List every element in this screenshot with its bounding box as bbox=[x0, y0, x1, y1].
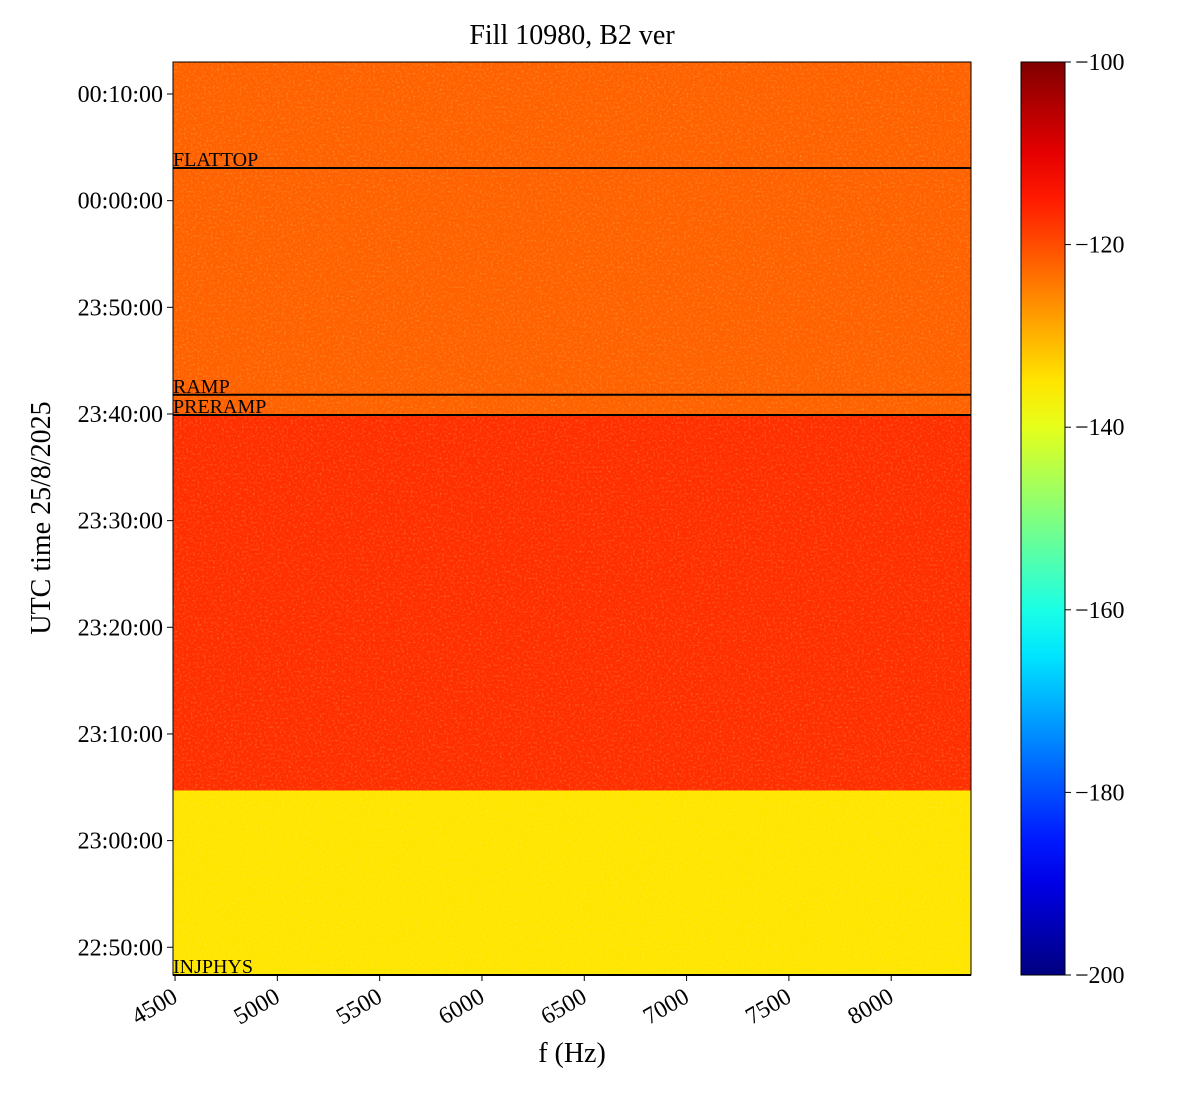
x-tick-label: 8000 bbox=[844, 984, 899, 1031]
annotation-label: PRERAMP bbox=[173, 396, 266, 418]
colorbar bbox=[1020, 61, 1066, 976]
y-tick-label: 23:10:00 bbox=[78, 722, 163, 748]
x-axis-label: f (Hz) bbox=[538, 1038, 606, 1069]
x-tick-label: 5000 bbox=[230, 984, 285, 1031]
x-tick-label: 4500 bbox=[127, 984, 182, 1031]
colorbar-tick-label: −120 bbox=[1075, 233, 1125, 259]
y-tick-label: 00:10:00 bbox=[78, 82, 163, 108]
texture bbox=[173, 62, 971, 975]
colorbar-tick-label: −160 bbox=[1075, 598, 1125, 624]
annotation-label: FLATTOP bbox=[173, 149, 258, 171]
y-tick-label: 23:50:00 bbox=[78, 295, 163, 321]
x-tick-label: 5500 bbox=[332, 984, 387, 1031]
x-tick-label: 7500 bbox=[741, 984, 796, 1031]
x-tick-label: 6500 bbox=[537, 984, 592, 1031]
y-tick-label: 23:40:00 bbox=[78, 402, 163, 428]
colorbar-tick-label: −100 bbox=[1075, 50, 1125, 76]
y-axis-label: UTC time 25/8/2025 bbox=[26, 401, 57, 634]
annotation-label: RAMP bbox=[173, 376, 230, 398]
colorbar-tick-label: −140 bbox=[1075, 415, 1125, 441]
y-tick-label: 00:00:00 bbox=[78, 189, 163, 215]
x-tick-label: 6000 bbox=[434, 984, 489, 1031]
y-tick-label: 23:30:00 bbox=[78, 509, 163, 535]
annotation-label: INJPHYS bbox=[173, 956, 253, 978]
y-tick-label: 22:50:00 bbox=[78, 935, 163, 961]
y-tick-label: 23:20:00 bbox=[78, 615, 163, 641]
colorbar-tick-label: −180 bbox=[1075, 780, 1125, 806]
chart-title: Fill 10980, B2 ver bbox=[469, 20, 675, 51]
y-tick-label: 23:00:00 bbox=[78, 829, 163, 855]
colorbar-tick-label: −200 bbox=[1075, 963, 1125, 989]
x-tick-label: 7000 bbox=[639, 984, 694, 1031]
